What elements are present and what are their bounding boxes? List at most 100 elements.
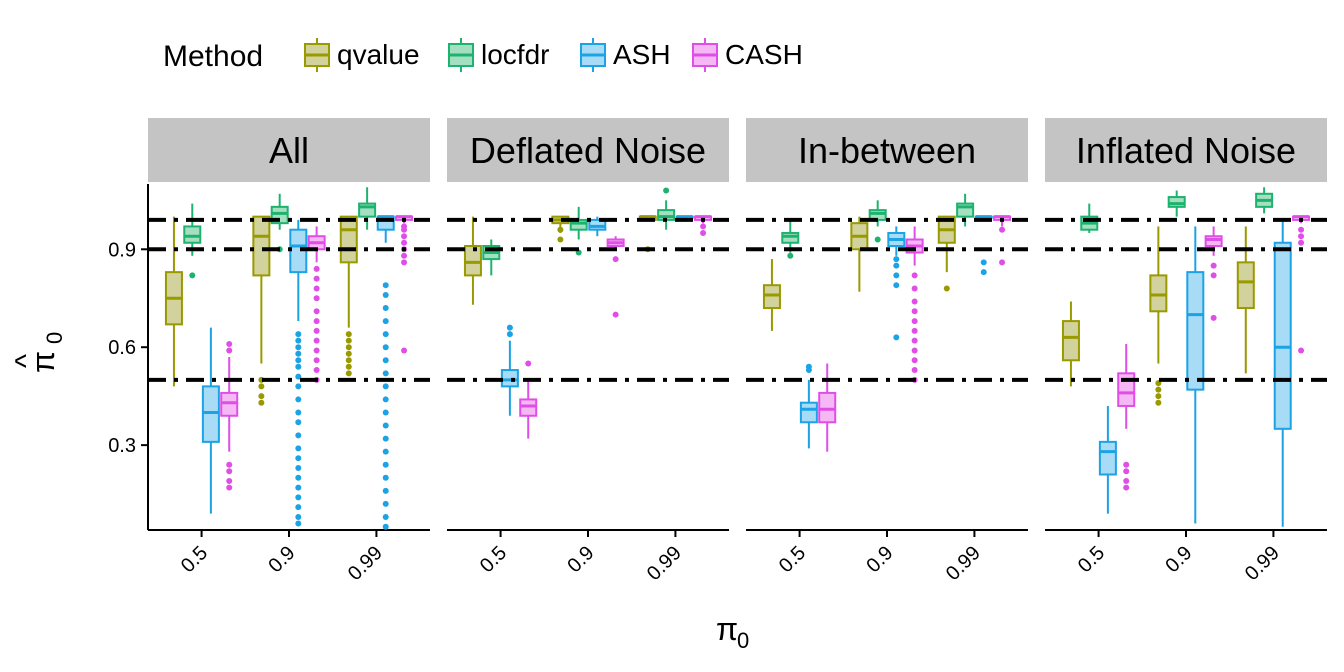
outlier-point (382, 513, 389, 520)
outlier-point (258, 383, 265, 390)
box-ash-0.9 (1186, 226, 1205, 524)
y-axis-title: π ^ 0 (10, 332, 67, 373)
outlier-point (295, 464, 302, 471)
outlier-point (189, 272, 196, 279)
outlier-point (506, 324, 513, 331)
outlier-point (980, 259, 987, 266)
box-qvalue-0.9 (1149, 226, 1168, 406)
box-cash-0.5 (220, 340, 239, 491)
box-iqr (1167, 196, 1186, 208)
facet-strip (148, 118, 430, 182)
outlier-point (1155, 399, 1162, 406)
box-locfdr-0.9 (1167, 190, 1186, 217)
outlier-point (911, 327, 918, 334)
outlier-point (295, 409, 302, 416)
outlier-point (226, 461, 233, 468)
facet-strip (1045, 118, 1327, 182)
outlier-point (295, 373, 302, 380)
outlier-point (401, 239, 408, 246)
legend-label: CASH (725, 39, 803, 70)
outlier-point (382, 357, 389, 364)
outlier-point (226, 347, 233, 354)
box-qvalue-0.9 (850, 216, 869, 292)
outlier-point (999, 259, 1006, 266)
outlier-point (1210, 314, 1217, 321)
outlier-point (295, 331, 302, 338)
box-iqr (1149, 274, 1168, 313)
y-axis-title-hat: ^ (10, 354, 43, 368)
outlier-point (295, 513, 302, 520)
outlier-point (1155, 386, 1162, 393)
box-locfdr-0.99 (358, 187, 377, 230)
box-iqr (1204, 235, 1223, 248)
box-iqr (1061, 320, 1080, 362)
outlier-point (663, 187, 670, 194)
box-ash-0.99 (675, 215, 694, 219)
box-iqr (519, 398, 538, 417)
y-axis: 0.3 0.6 0.9 (108, 184, 149, 530)
outlier-point (1123, 478, 1130, 485)
outlier-point (345, 331, 352, 338)
box-qvalue-0.5 (1061, 301, 1080, 387)
outlier-point (557, 236, 564, 243)
facet-strip (746, 118, 1028, 182)
box-iqr (1236, 261, 1255, 310)
legend-item-locfdr: locfdr (448, 38, 549, 72)
box-iqr (500, 369, 519, 388)
facet-strip-label: Deflated Noise (470, 130, 706, 171)
box-cash-0.5 (519, 360, 538, 439)
outlier-point (506, 331, 513, 338)
box-locfdr-0.5 (183, 203, 202, 279)
legend: Method qvalue locfdr ASH CASH (163, 38, 803, 73)
box-iqr (1186, 271, 1205, 391)
outlier-point (893, 282, 900, 289)
outlier-point (1298, 226, 1305, 233)
outlier-point (893, 256, 900, 263)
box-ash-0.5 (500, 324, 519, 416)
outlier-point (313, 327, 320, 334)
outlier-point (382, 318, 389, 325)
outlier-point (893, 262, 900, 269)
box-iqr (339, 215, 358, 264)
box-qvalue-0.99 (1236, 226, 1255, 374)
outlier-point (1298, 233, 1305, 240)
outlier-point (295, 357, 302, 364)
outlier-point (382, 396, 389, 403)
outlier-point (226, 468, 233, 475)
outlier-point (1210, 262, 1217, 269)
outlier-point (313, 347, 320, 354)
outlier-point (345, 370, 352, 377)
outlier-point (295, 455, 302, 462)
outlier-point (911, 357, 918, 364)
facet-strip-label: In-between (798, 130, 976, 171)
outlier-point (295, 350, 302, 357)
box-iqr (799, 401, 818, 424)
outlier-point (612, 311, 619, 318)
outlier-point (295, 337, 302, 344)
outlier-point (313, 367, 320, 374)
outlier-point (911, 272, 918, 279)
facet-strip (447, 118, 729, 182)
box-qvalue-0.5 (762, 259, 781, 331)
outlier-point (911, 337, 918, 344)
outlier-point (313, 318, 320, 325)
outlier-point (874, 236, 881, 243)
box-locfdr-0.9 (868, 200, 887, 243)
box-iqr (588, 218, 607, 231)
outlier-point (911, 347, 918, 354)
outlier-point (382, 370, 389, 377)
box-iqr (220, 391, 239, 417)
legend-item-ash: ASH (580, 38, 671, 72)
outlier-point (313, 308, 320, 315)
box-cash-0.9 (606, 236, 625, 318)
outlier-point (313, 285, 320, 292)
outlier-point (1123, 468, 1130, 475)
outlier-point (382, 435, 389, 442)
facet-strip-label: All (269, 130, 309, 171)
box-iqr (1273, 241, 1292, 430)
box-locfdr-0.99 (1255, 187, 1274, 214)
outlier-point (382, 409, 389, 416)
